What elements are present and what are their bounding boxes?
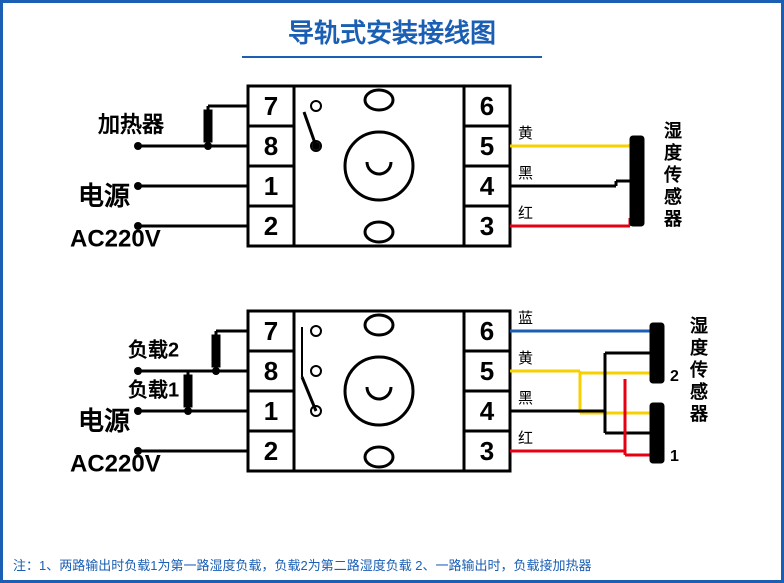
svg-text:1: 1 <box>264 171 278 201</box>
svg-text:传: 传 <box>663 164 682 185</box>
svg-text:度: 度 <box>690 337 709 358</box>
svg-text:湿: 湿 <box>664 121 682 141</box>
diagram-bottom: 7 8 1 2 6 5 4 3 负载2 负载1 电源 AC220V 蓝黄黑红 2 1 湿度传感器 <box>3 291 781 541</box>
svg-text:电源: 电源 <box>78 181 130 211</box>
svg-text:2: 2 <box>670 368 679 385</box>
diagram-top: 7 8 1 2 6 5 4 3 加热器电源 AC220V 黄黑红 湿度传感器 <box>3 66 781 291</box>
diagram-title: 导轨式安装接线图 <box>3 3 781 56</box>
svg-text:2: 2 <box>264 211 278 241</box>
svg-text:8: 8 <box>264 356 278 386</box>
svg-text:2: 2 <box>264 436 278 466</box>
footnote: 注：1、两路输出时负载1为第一路湿度负载，负载2为第二路湿度负载 2、一路输出时… <box>13 555 771 574</box>
svg-text:感: 感 <box>664 186 682 207</box>
svg-text:黑: 黑 <box>518 165 533 182</box>
svg-text:7: 7 <box>264 91 278 121</box>
svg-text:器: 器 <box>689 404 709 424</box>
svg-text:红: 红 <box>518 430 533 447</box>
svg-text:红: 红 <box>518 205 533 222</box>
svg-text:5: 5 <box>480 356 494 386</box>
svg-text:湿: 湿 <box>690 316 708 336</box>
svg-text:电源: 电源 <box>78 406 130 436</box>
svg-text:器: 器 <box>663 209 683 229</box>
svg-text:AC220V: AC220V <box>70 225 161 252</box>
svg-text:蓝: 蓝 <box>518 310 533 327</box>
svg-text:黑: 黑 <box>518 390 533 407</box>
top-wiring-svg: 7 8 1 2 6 5 4 3 加热器电源 AC220V 黄黑红 湿度传感器 <box>3 66 784 291</box>
svg-text:4: 4 <box>480 396 495 426</box>
svg-text:1: 1 <box>264 396 278 426</box>
svg-text:黄: 黄 <box>518 125 533 142</box>
svg-text:度: 度 <box>664 142 683 163</box>
wiring-diagram-container: 导轨式安装接线图 78126543加热器电源AC220V黄黑红湿度传感器 781… <box>0 0 784 583</box>
title-underline <box>242 56 542 58</box>
svg-text:6: 6 <box>480 316 494 346</box>
svg-text:负载1: 负载1 <box>128 377 179 401</box>
svg-text:6: 6 <box>480 91 494 121</box>
svg-text:AC220V: AC220V <box>70 450 161 477</box>
svg-text:4: 4 <box>480 171 495 201</box>
svg-text:传: 传 <box>689 359 708 380</box>
svg-text:1: 1 <box>670 448 679 465</box>
svg-text:黄: 黄 <box>518 350 533 367</box>
svg-text:3: 3 <box>480 211 494 241</box>
svg-text:负载2: 负载2 <box>128 337 179 361</box>
bottom-wiring-svg: 7 8 1 2 6 5 4 3 负载2 负载1 电源 AC220V 蓝黄黑红 2 1 湿度传感器 <box>3 291 784 541</box>
svg-text:8: 8 <box>264 131 278 161</box>
svg-text:3: 3 <box>480 436 494 466</box>
svg-text:7: 7 <box>264 316 278 346</box>
svg-text:5: 5 <box>480 131 494 161</box>
svg-text:加热器: 加热器 <box>97 112 165 137</box>
svg-text:感: 感 <box>690 381 708 402</box>
